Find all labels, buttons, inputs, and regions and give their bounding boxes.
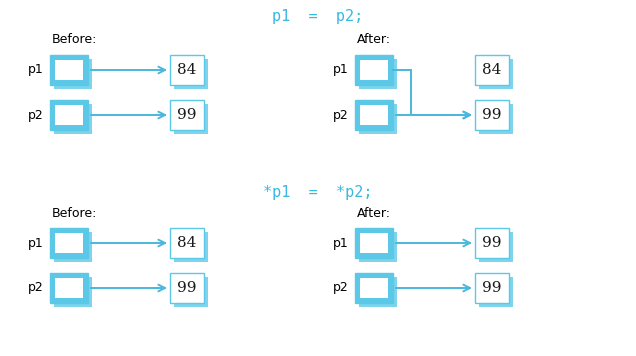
Bar [479,232,513,262]
Text: p1: p1 [333,236,349,250]
Text: p1: p1 [28,63,44,77]
Bar [54,104,92,134]
Text: *p1  =  *p2;: *p1 = *p2; [263,185,373,200]
Bar [174,277,208,307]
Text: 84: 84 [482,63,502,77]
Bar [475,55,509,85]
Text: p2: p2 [28,282,44,294]
Bar [50,273,88,303]
Text: 99: 99 [177,108,197,122]
Text: 84: 84 [177,63,197,77]
Bar [475,100,509,130]
Bar [50,55,88,85]
Bar [359,104,397,134]
Text: p1: p1 [28,236,44,250]
Bar [54,232,92,262]
Bar [479,59,513,89]
Text: p2: p2 [333,282,349,294]
Bar [359,232,397,262]
Text: p2: p2 [333,109,349,121]
Bar [170,228,204,258]
Bar [55,105,83,125]
Bar [360,233,388,253]
Bar [360,105,388,125]
Bar [479,277,513,307]
Text: 99: 99 [482,281,502,295]
Bar [360,60,388,80]
Text: 99: 99 [482,108,502,122]
Text: p1: p1 [333,63,349,77]
Bar [360,278,388,298]
Bar [355,228,393,258]
Bar [55,278,83,298]
Text: Before:: Before: [52,33,97,46]
Bar [50,100,88,130]
Bar [50,228,88,258]
Bar [174,232,208,262]
Bar [170,100,204,130]
Text: 99: 99 [482,236,502,250]
Text: After:: After: [357,207,391,220]
Bar [174,59,208,89]
Text: After:: After: [357,33,391,46]
Bar [170,55,204,85]
Bar [170,273,204,303]
Bar [359,59,397,89]
Bar [479,104,513,134]
Bar [55,233,83,253]
Bar [174,104,208,134]
Bar [55,60,83,80]
Bar [475,228,509,258]
Bar [359,277,397,307]
Text: p1  =  p2;: p1 = p2; [272,9,364,24]
Text: 99: 99 [177,281,197,295]
Bar [475,273,509,303]
Bar [54,277,92,307]
Bar [355,55,393,85]
Bar [355,100,393,130]
Bar [355,273,393,303]
Bar [54,59,92,89]
Text: Before:: Before: [52,207,97,220]
Text: p2: p2 [28,109,44,121]
Text: 84: 84 [177,236,197,250]
